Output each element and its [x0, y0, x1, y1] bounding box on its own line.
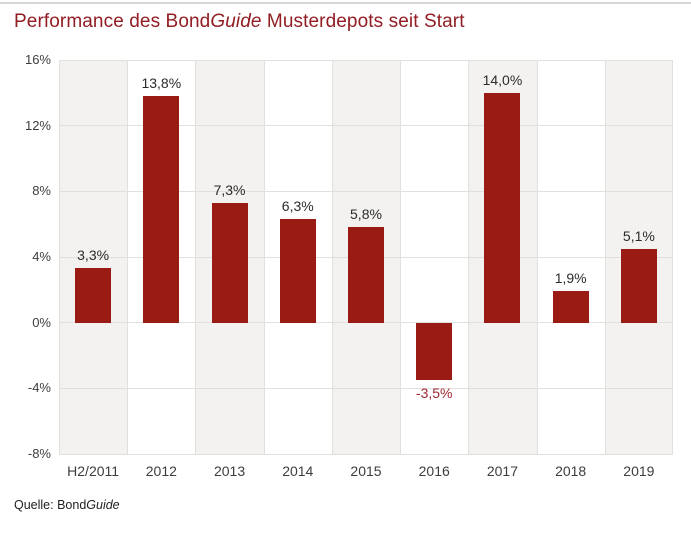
y-tick-label: 0%	[32, 314, 51, 330]
bar	[143, 96, 180, 323]
v-gridline	[536, 60, 538, 454]
bar	[620, 248, 657, 323]
y-tick-label: 12%	[24, 117, 51, 133]
v-gridline	[604, 60, 606, 454]
h-gridline	[59, 387, 673, 389]
v-gridline	[331, 60, 333, 454]
x-tick-label: 2019	[623, 463, 655, 479]
source-text-italic: Guide	[86, 498, 120, 512]
source-text-prefix: Quelle: Bond	[14, 498, 87, 512]
x-tick-label: H2/2011	[67, 463, 120, 479]
bar-value-label: 7,3%	[213, 181, 246, 198]
v-gridline	[195, 60, 197, 454]
bar-value-label: -3,5%	[415, 385, 453, 402]
bar-value-label: 5,8%	[350, 206, 382, 223]
bar-value-label: 14,0%	[482, 71, 523, 88]
x-tick-label: 2017	[486, 463, 519, 479]
bar-value-label: 1,9%	[554, 270, 587, 287]
v-gridline	[400, 60, 402, 454]
title-text-prefix: Performance des Bond	[14, 11, 211, 32]
v-gridline	[263, 60, 265, 454]
y-tick-label: 4%	[32, 249, 51, 264]
h-gridline	[59, 190, 673, 192]
v-gridline	[127, 60, 129, 454]
bar	[552, 291, 589, 323]
v-gridline	[672, 60, 673, 454]
h-gridline	[59, 322, 673, 324]
bar	[484, 92, 521, 323]
bar	[416, 322, 453, 381]
title-text-suffix: Musterdepots seit Start	[261, 11, 465, 32]
title-text-italic: Guide	[210, 11, 262, 32]
bar-value-label: 13,8%	[141, 75, 182, 92]
source-caption: Quelle: BondGuide	[14, 498, 120, 512]
bar-value-label: 5,1%	[622, 227, 655, 244]
bar	[211, 202, 248, 323]
h-gridline	[59, 125, 673, 127]
chart-title: Performance des BondGuide Musterdepots s…	[14, 11, 465, 33]
y-tick-label: 8%	[32, 183, 51, 199]
top-divider	[0, 2, 691, 4]
x-tick-label: 2015	[350, 463, 382, 479]
v-gridline	[59, 60, 60, 454]
x-tick-label: 2013	[213, 463, 246, 479]
bar	[348, 227, 384, 323]
x-tick-label: 2018	[555, 463, 587, 479]
x-tick-label: 2016	[418, 463, 450, 479]
bar-chart-plot-area: 3,3% H2/2011 13,8% 2012 7,3% 2013 6,3% 2014 5,8%…	[59, 59, 673, 479]
bar	[75, 268, 112, 323]
bar-value-label: 6,3%	[281, 198, 314, 215]
x-tick-label: 2012	[145, 463, 177, 479]
h-gridline	[59, 453, 673, 455]
v-gridline	[468, 60, 470, 454]
y-tick-label: -4%	[27, 380, 51, 396]
h-gridline	[59, 59, 673, 61]
bar	[279, 219, 316, 323]
y-tick-label: 16%	[24, 52, 51, 67]
y-tick-label: -8%	[27, 446, 51, 461]
x-tick-label: 2014	[282, 463, 314, 479]
bar-value-label: 3,3%	[77, 247, 110, 264]
